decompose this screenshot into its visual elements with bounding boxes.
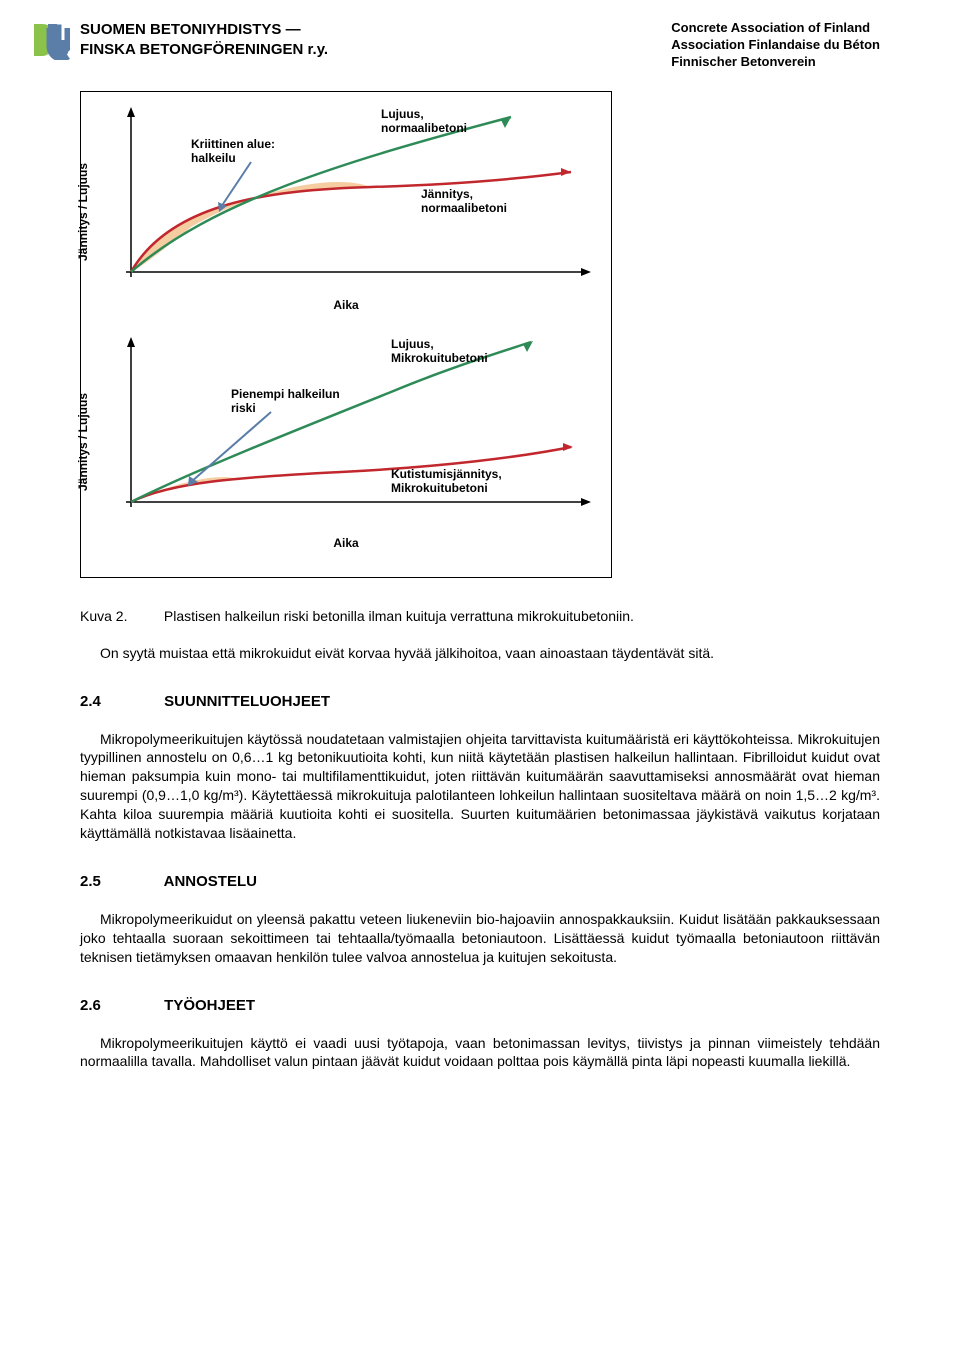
logo-icon: [30, 20, 70, 60]
chart-bottom-label-strength: Lujuus, Mikrokuitubetoni: [391, 337, 488, 366]
chart-top-xlabel: Aika: [333, 298, 358, 312]
chart-bottom-label-risk: Pienempi halkeilun riski: [231, 387, 340, 416]
figure-box: Jännitys / Lujuus Aika Kriittinen alue: …: [80, 91, 612, 578]
figure-caption-label: Kuva 2.: [80, 608, 160, 624]
paragraph-intro: On syytä muistaa että mikrokuidut eivät …: [80, 644, 880, 663]
org-name-fr: Association Finlandaise du Béton: [671, 37, 880, 54]
paragraph-24: Mikropolymeerikuitujen käytössä noudatet…: [80, 730, 880, 843]
chart-top-label-strength: Lujuus, normaalibetoni: [381, 107, 467, 136]
chart-bottom-label-stress: Kutistumisjännitys, Mikrokuitubetoni: [391, 467, 502, 496]
org-name-fi: SUOMEN BETONIYHDISTYS —: [80, 20, 328, 40]
section-24-title: SUUNNITTELUOHJEET: [164, 693, 330, 710]
section-26-num: 2.6: [80, 997, 160, 1014]
chart-bottom: Jännitys / Lujuus Aika Pienempi halkeilu…: [91, 332, 601, 552]
figure-caption-text: Plastisen halkeilun riski betonilla ilma…: [164, 608, 634, 624]
section-26-heading: 2.6 TYÖOHJEET: [80, 997, 880, 1014]
org-names-primary: SUOMEN BETONIYHDISTYS — FINSKA BETONGFÖR…: [80, 20, 328, 59]
chart-top-svg: [91, 102, 601, 302]
chart-top-label-stress: Jännitys, normaalibetoni: [421, 187, 507, 216]
paragraph-25: Mikropolymeerikuidut on yleensä pakattu …: [80, 910, 880, 967]
page: SUOMEN BETONIYHDISTYS — FINSKA BETONGFÖR…: [0, 0, 960, 1123]
section-26-title: TYÖOHJEET: [164, 997, 255, 1014]
paragraph-26: Mikropolymeerikuitujen käyttö ei vaadi u…: [80, 1034, 880, 1072]
section-25-heading: 2.5 ANNOSTELU: [80, 873, 880, 890]
org-names-alt: Concrete Association of Finland Associat…: [671, 20, 880, 71]
section-25-num: 2.5: [80, 873, 160, 890]
org-name-de: Finnischer Betonverein: [671, 54, 880, 71]
chart-bottom-svg: [91, 332, 601, 532]
org-name-en: Concrete Association of Finland: [671, 20, 880, 37]
org-name-sv: FINSKA BETONGFÖRENINGEN r.y.: [80, 40, 328, 60]
chart-bottom-xlabel: Aika: [333, 536, 358, 550]
chart-bottom-ylabel: Jännitys / Lujuus: [76, 393, 90, 491]
section-24-heading: 2.4 SUUNNITTELUOHJEET: [80, 693, 880, 710]
header-left: SUOMEN BETONIYHDISTYS — FINSKA BETONGFÖR…: [80, 20, 328, 60]
header: SUOMEN BETONIYHDISTYS — FINSKA BETONGFÖR…: [80, 20, 880, 71]
chart-top-ylabel: Jännitys / Lujuus: [76, 163, 90, 261]
chart-top: Jännitys / Lujuus Aika Kriittinen alue: …: [91, 102, 601, 322]
figure-caption: Kuva 2. Plastisen halkeilun riski betoni…: [80, 608, 880, 624]
section-24-num: 2.4: [80, 693, 160, 710]
section-25-title: ANNOSTELU: [164, 873, 257, 890]
chart-top-label-critical: Kriittinen alue: halkeilu: [191, 137, 275, 166]
